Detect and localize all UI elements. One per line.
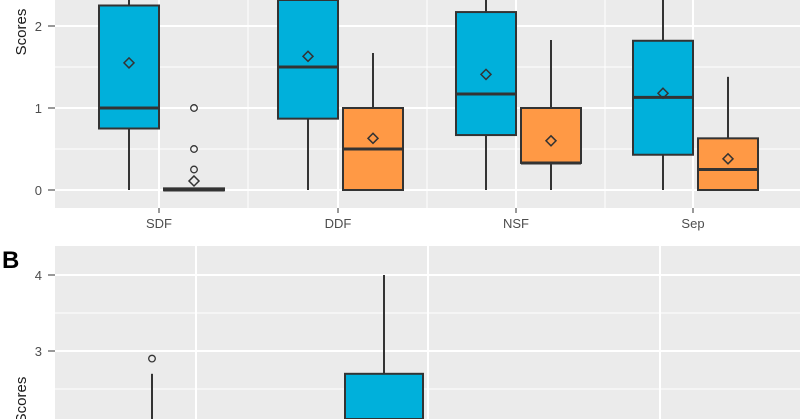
- panel-b-y-tick-label: 3: [35, 344, 42, 359]
- box: [344, 372, 424, 419]
- outlier-point: [190, 145, 198, 153]
- panel-b-y-tick-label: 4: [35, 268, 42, 283]
- box: [277, 0, 339, 120]
- panel-b-tag: B: [2, 247, 19, 274]
- mean-marker: [301, 50, 315, 63]
- outlier-point: [190, 165, 198, 174]
- panel-b-grid: [55, 246, 800, 419]
- mean-marker: [122, 56, 136, 69]
- mean-marker: [721, 152, 735, 165]
- outlier-point: [190, 104, 198, 112]
- panel-a-y-tick-label: 2: [35, 19, 42, 34]
- panel-a-y-axis-title: Scores: [13, 9, 30, 56]
- panel-a-x-tick-label: NSF: [503, 216, 529, 231]
- panel-a-x-tick-label: SDF: [146, 216, 172, 231]
- panel-b-y-axis-title: Scores: [13, 377, 30, 419]
- panel-b: B 3 4 Scores: [2, 246, 800, 419]
- mean-marker: [656, 87, 670, 100]
- panel-a-y-tick-labels: 0 1 2: [35, 19, 42, 198]
- panel-b-y-tick-labels: 3 4: [35, 268, 42, 359]
- mean-marker: [366, 132, 380, 145]
- mean-marker: [544, 134, 558, 147]
- panel-a-x-tick-labels: SDF DDF NSF Sep: [146, 216, 705, 231]
- panel-a-marks: [98, 0, 759, 192]
- mean-marker: [479, 68, 493, 81]
- panel-a-y-tick-label: 1: [35, 101, 42, 116]
- box: [455, 11, 517, 137]
- panel-a-x-tick-label: DDF: [325, 216, 352, 231]
- panel-a-y-tick-label: 0: [35, 183, 42, 198]
- panel-b-marks: [148, 275, 424, 419]
- panel-a: 0 1 2 SDF DDF NSF Sep Scores: [13, 0, 800, 232]
- mean-marker: [187, 174, 201, 188]
- outlier-point: [148, 354, 156, 363]
- panel-a-x-tick-label: Sep: [681, 216, 704, 231]
